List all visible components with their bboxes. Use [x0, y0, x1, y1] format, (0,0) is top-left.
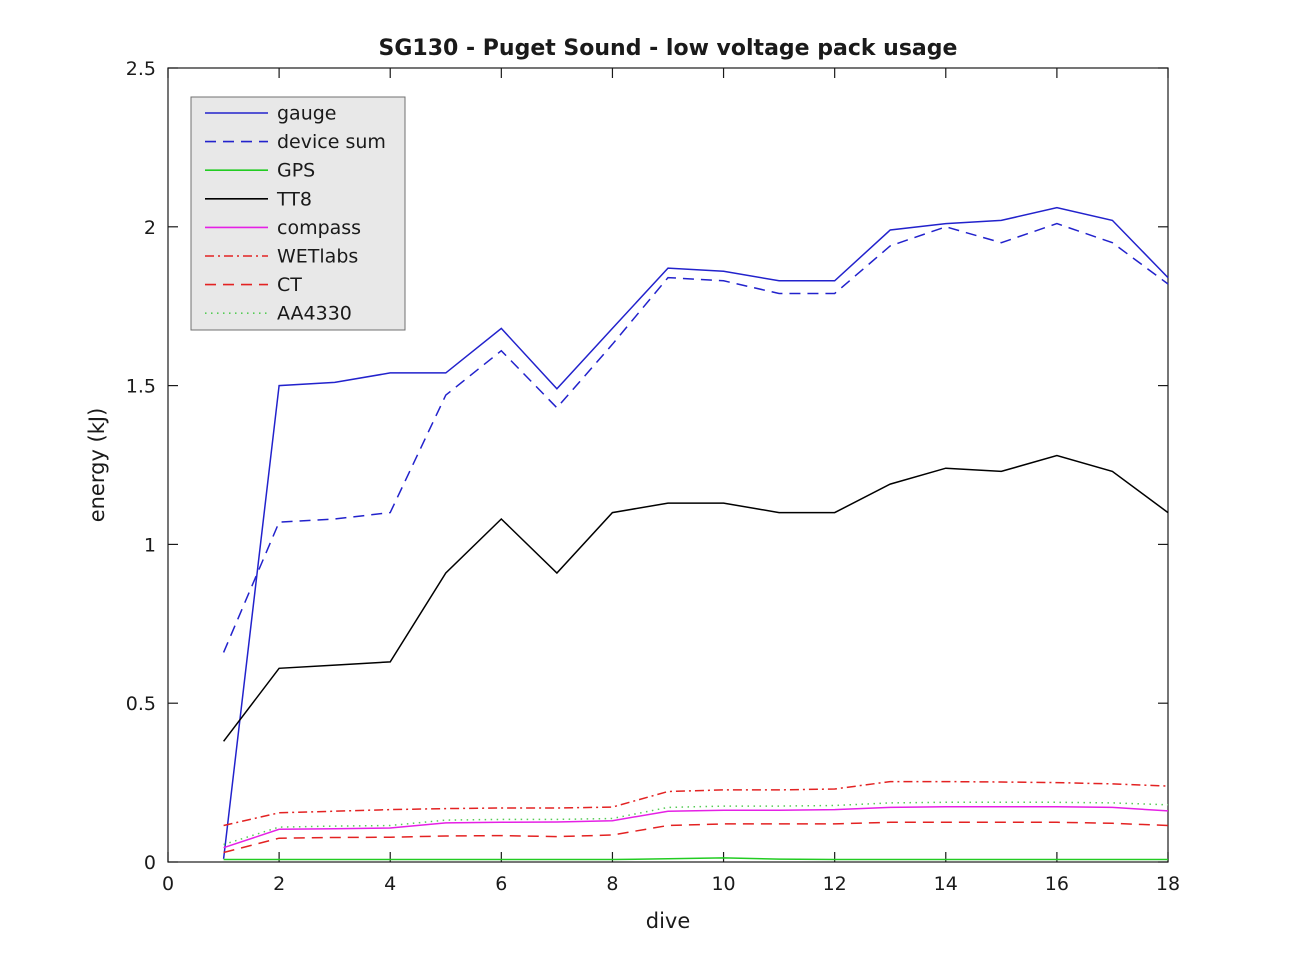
series-line-tt8	[223, 454, 1169, 742]
series-line-compass	[223, 805, 1169, 849]
series-line-wetlabs	[223, 780, 1169, 827]
legend-label: AA4330	[277, 303, 352, 325]
series-line-device-sum	[222, 222, 1169, 653]
legend-item-ct: CT	[205, 274, 302, 296]
legend-label: CT	[277, 274, 302, 296]
y-tick-label: 2	[144, 217, 156, 239]
x-tick-label: 6	[495, 873, 507, 895]
y-tick-label: 0	[144, 852, 156, 874]
series-line-gauge	[222, 206, 1169, 859]
legend-label: TT8	[276, 188, 312, 210]
x-tick-label: 18	[1156, 873, 1180, 895]
legend-item-gauge: gauge	[205, 103, 337, 125]
series-line-gps	[223, 857, 1168, 861]
legend-item-aa4330: AA4330	[205, 303, 352, 325]
axis-ticks	[167, 67, 1169, 863]
x-tick-label: 14	[934, 873, 958, 895]
legend-label: gauge	[277, 103, 337, 125]
legend-item-tt8: TT8	[205, 188, 312, 210]
legend-box	[190, 96, 406, 331]
legend-label: GPS	[277, 160, 315, 182]
y-axis-label: energy (kJ)	[85, 408, 109, 523]
series-line-ct	[223, 821, 1169, 854]
x-tick-label: 2	[273, 873, 285, 895]
y-tick-label: 2.5	[126, 58, 156, 80]
x-tick-label: 16	[1045, 873, 1069, 895]
legend-item-gps: GPS	[205, 160, 315, 182]
axis-tick-labels: 0 2 4 6 8 10 12 14 16 18 0 0.5 1 1.5 2 2.5	[126, 58, 1180, 895]
legend-label: compass	[277, 217, 361, 239]
y-tick-label: 1.5	[126, 376, 156, 398]
x-tick-label: 12	[823, 873, 847, 895]
legend: gauge device sum GPS TT8 compass WETlabs CT AA4…	[190, 96, 406, 331]
legend-label: WETlabs	[277, 246, 358, 268]
legend-item-compass: compass	[205, 217, 361, 239]
x-tick-label: 10	[711, 873, 735, 895]
x-tick-label: 8	[606, 873, 618, 895]
chart-title: SG130 - Puget Sound - low voltage pack u…	[379, 36, 958, 61]
x-tick-label: 0	[162, 873, 174, 895]
series-lines	[222, 206, 1169, 861]
x-axis-label: dive	[646, 909, 691, 933]
legend-item-device-sum: device sum	[205, 131, 386, 153]
legend-item-wetlabs: WETlabs	[205, 246, 358, 268]
x-tick-label: 4	[384, 873, 396, 895]
legend-label: device sum	[277, 131, 386, 153]
y-tick-label: 0.5	[126, 693, 156, 715]
y-tick-label: 1	[144, 534, 156, 556]
